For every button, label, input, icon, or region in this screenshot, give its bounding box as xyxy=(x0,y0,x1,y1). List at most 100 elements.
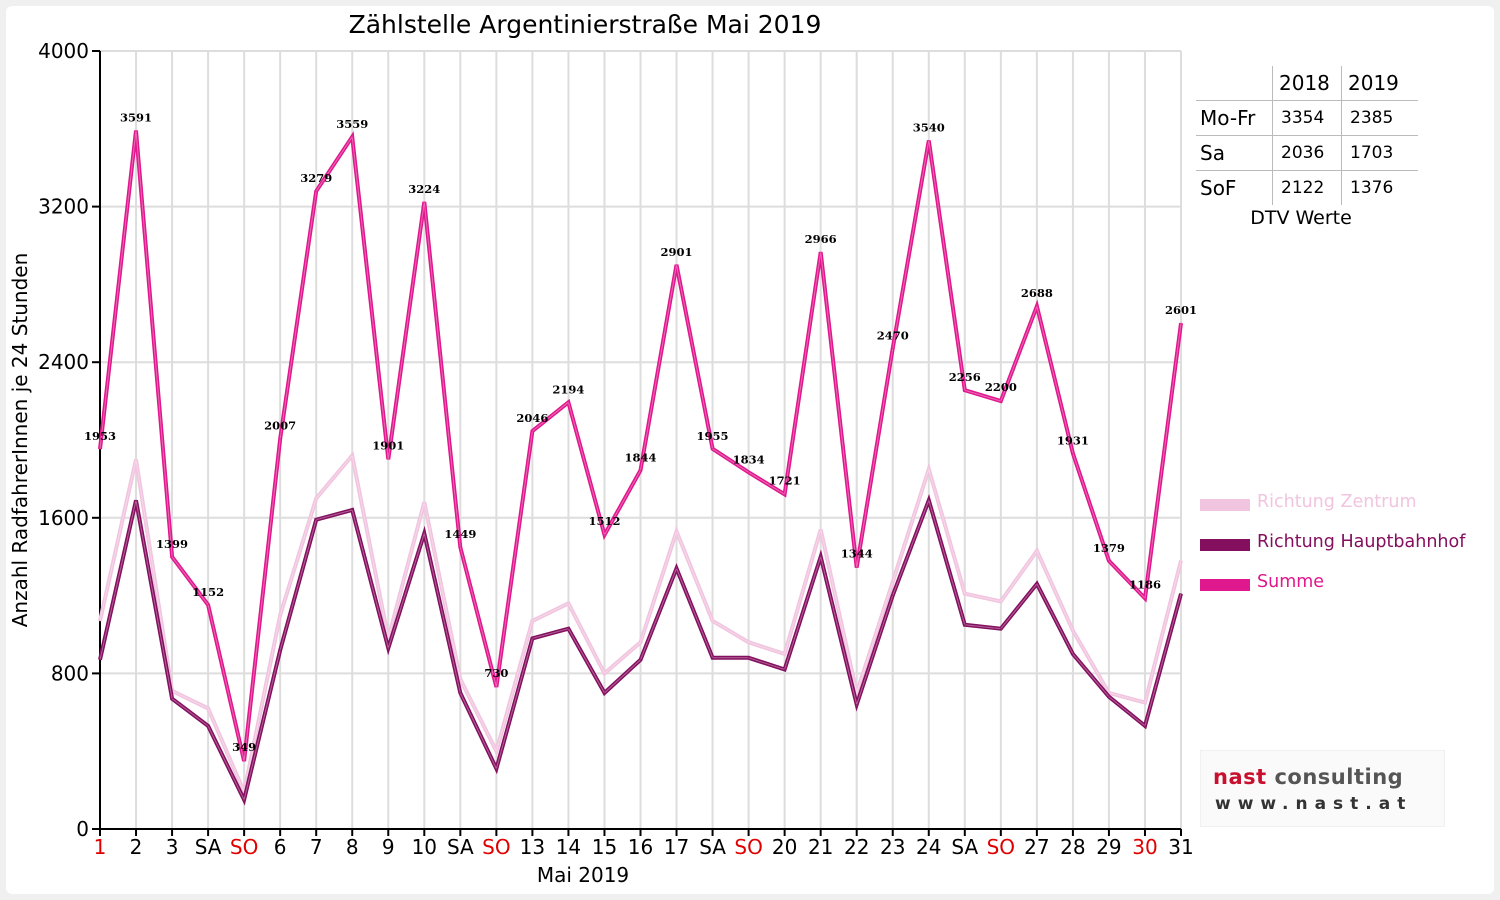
logo-url: www.nast.at xyxy=(1215,794,1413,814)
dtv-caption: DTV Werte xyxy=(1250,207,1352,229)
data-point-summe xyxy=(315,190,317,192)
data-point-summe xyxy=(99,448,101,450)
data-point-hauptbahnhof xyxy=(423,532,425,534)
data-label: 1152 xyxy=(192,585,224,599)
y-tick-label: 0 xyxy=(76,817,89,841)
data-point-hauptbahnhof xyxy=(207,725,209,727)
x-tick-label: 17 xyxy=(664,835,689,859)
x-axis-label: Mai 2019 xyxy=(537,863,629,887)
dtv-row: SoF 2122 1376 xyxy=(1196,170,1418,205)
x-tick-label: 1 xyxy=(94,835,107,859)
legend-label-summe: Summe xyxy=(1257,572,1325,592)
data-point-hauptbahnhof xyxy=(1144,725,1146,727)
data-point-zentrum xyxy=(315,497,317,499)
data-point-summe xyxy=(495,686,497,688)
data-point-summe xyxy=(531,430,533,432)
data-point-zentrum xyxy=(1108,692,1110,694)
data-point-summe xyxy=(1108,560,1110,562)
dtv-row-label: Mo-Fr xyxy=(1200,106,1256,130)
data-point-zentrum xyxy=(928,468,930,470)
data-point-hauptbahnhof xyxy=(1180,593,1182,595)
y-tick-label: 800 xyxy=(51,661,89,685)
data-point-hauptbahnhof xyxy=(459,692,461,694)
data-point-zentrum xyxy=(135,458,137,460)
data-point-hauptbahnhof xyxy=(1036,583,1038,585)
data-point-zentrum xyxy=(748,641,750,643)
legend-swatch-summe xyxy=(1200,579,1250,591)
dtv-corner xyxy=(1196,66,1273,101)
data-point-zentrum xyxy=(892,581,894,583)
data-label: 2256 xyxy=(949,370,981,384)
x-tick-label: 16 xyxy=(628,835,653,859)
data-point-hauptbahnhof xyxy=(928,499,930,501)
data-point-hauptbahnhof xyxy=(712,657,714,659)
data-point-zentrum xyxy=(640,641,641,643)
data-point-hauptbahnhof xyxy=(315,519,317,521)
data-point-zentrum xyxy=(423,501,425,503)
data-label: 2601 xyxy=(1165,303,1197,317)
data-point-summe xyxy=(712,448,714,450)
x-tick-label: SO xyxy=(482,835,510,859)
data-label: 1449 xyxy=(444,527,476,541)
data-label: 3559 xyxy=(336,117,368,131)
data-point-hauptbahnhof xyxy=(243,799,245,801)
x-tick-label: 30 xyxy=(1132,835,1157,859)
data-point-hauptbahnhof xyxy=(531,637,533,639)
x-tick-label: SA xyxy=(195,835,222,859)
data-point-zentrum xyxy=(1072,630,1074,632)
data-label: 2966 xyxy=(805,232,837,246)
data-point-hauptbahnhof xyxy=(279,649,281,651)
x-tick-label: 10 xyxy=(412,835,437,859)
data-label: 2194 xyxy=(552,382,584,396)
data-label: 2046 xyxy=(516,411,548,425)
data-label: 1186 xyxy=(1129,577,1161,591)
x-tick-label: 22 xyxy=(844,835,869,859)
data-point-hauptbahnhof xyxy=(820,556,822,558)
data-point-zentrum xyxy=(712,620,714,622)
data-point-zentrum xyxy=(1144,702,1146,704)
data-point-summe xyxy=(1144,597,1146,599)
data-point-hauptbahnhof xyxy=(676,567,678,569)
data-point-summe xyxy=(820,251,822,253)
x-tick-label: 6 xyxy=(274,835,287,859)
data-point-summe xyxy=(784,493,786,495)
logo-word-nast: nast xyxy=(1213,765,1267,789)
data-label: 2901 xyxy=(661,245,693,259)
y-tick-label: 1600 xyxy=(38,506,89,530)
data-point-hauptbahnhof xyxy=(1000,628,1002,630)
company-logo: nast consulting www.nast.at xyxy=(1200,750,1445,827)
x-tick-label: SO xyxy=(230,835,258,859)
data-point-summe xyxy=(135,130,137,132)
data-point-zentrum xyxy=(495,750,497,752)
data-label: 3224 xyxy=(408,182,440,196)
data-point-summe xyxy=(567,401,569,403)
x-tick-label: 27 xyxy=(1024,835,1049,859)
data-label: 1901 xyxy=(372,438,404,452)
data-point-zentrum xyxy=(1180,560,1182,562)
data-point-summe xyxy=(1000,400,1002,402)
data-point-zentrum xyxy=(207,707,209,709)
data-label: 1955 xyxy=(697,429,729,443)
x-tick-label: 13 xyxy=(520,835,545,859)
data-label: 1512 xyxy=(588,514,620,528)
data-point-summe xyxy=(856,567,858,569)
data-point-hauptbahnhof xyxy=(784,669,786,671)
data-point-summe xyxy=(279,438,281,440)
data-label: 1399 xyxy=(156,537,188,551)
legend-swatch-hauptbahnhof xyxy=(1200,539,1250,551)
data-point-summe xyxy=(964,389,966,391)
x-tick-label: 15 xyxy=(592,835,617,859)
data-point-summe xyxy=(1180,322,1182,324)
data-label: 1953 xyxy=(84,429,116,443)
y-tick-label: 2400 xyxy=(38,350,89,374)
data-label: 730 xyxy=(484,666,508,680)
data-label: 1931 xyxy=(1057,433,1089,447)
data-point-summe xyxy=(640,469,641,471)
data-point-zentrum xyxy=(964,593,966,595)
data-label: 1721 xyxy=(769,473,801,487)
data-point-hauptbahnhof xyxy=(351,509,353,511)
data-point-summe xyxy=(243,760,245,762)
data-label: 3591 xyxy=(120,111,152,125)
